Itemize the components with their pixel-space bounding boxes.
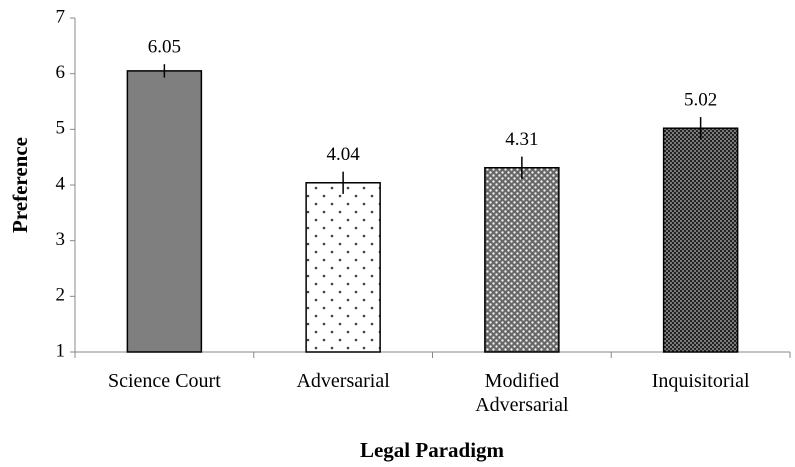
bar — [305, 182, 381, 353]
y-tick-label: 6 — [56, 62, 66, 83]
value-label: 5.02 — [684, 89, 717, 110]
bar — [126, 70, 203, 353]
x-tick-label: Science Court — [108, 370, 221, 392]
y-tick-label: 5 — [56, 118, 66, 139]
value-label: 4.31 — [505, 129, 538, 150]
x-tick-label: Modified Adversarial — [475, 370, 569, 416]
y-tick-label: 3 — [56, 229, 66, 250]
bar — [484, 166, 560, 353]
x-tick-label: Adversarial — [296, 370, 390, 392]
x-axis-title: Legal Paradigm — [360, 438, 505, 462]
y-tick-label: 7 — [56, 6, 66, 27]
bar — [662, 127, 739, 353]
value-label: 6.05 — [148, 37, 181, 58]
y-tick-label: 1 — [56, 340, 66, 361]
x-tick-label: Inquisitorial — [651, 370, 750, 392]
y-tick-label: 4 — [56, 173, 66, 194]
y-tick-label: 2 — [56, 285, 66, 306]
value-label: 4.04 — [327, 144, 361, 165]
y-axis-title: Preference — [8, 137, 32, 233]
